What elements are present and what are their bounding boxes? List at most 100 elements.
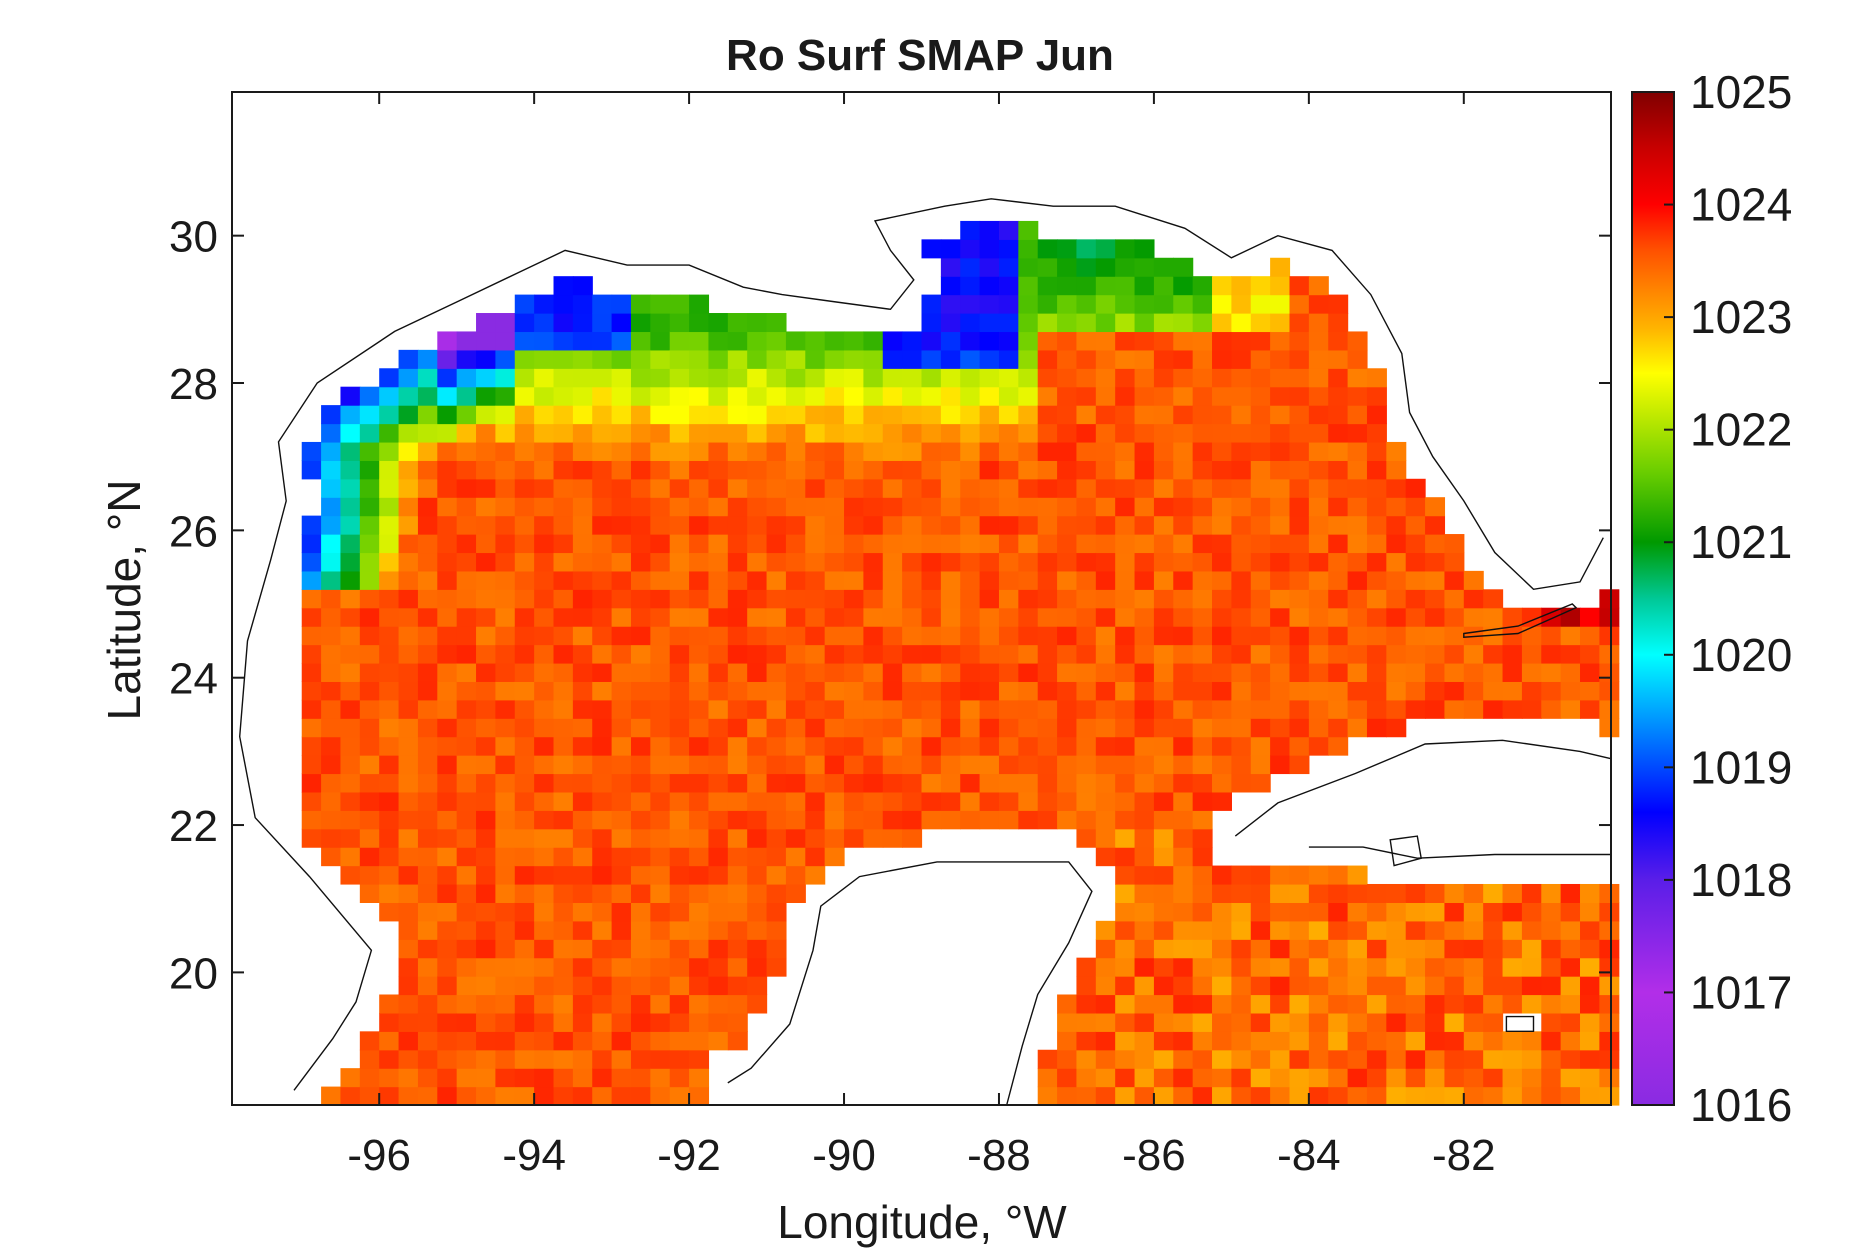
heatmap-cell bbox=[379, 441, 400, 461]
heatmap-cell bbox=[359, 570, 380, 590]
heatmap-cell bbox=[1153, 515, 1174, 535]
heatmap-cell bbox=[437, 515, 458, 535]
heatmap-cell bbox=[553, 810, 574, 830]
heatmap-cell bbox=[1250, 699, 1271, 719]
heatmap-cell bbox=[1037, 644, 1058, 664]
heatmap-cell bbox=[456, 662, 477, 682]
heatmap-cell bbox=[456, 939, 477, 959]
heatmap-cell bbox=[1231, 681, 1252, 701]
heatmap-cell bbox=[1231, 1012, 1252, 1032]
heatmap-cell bbox=[882, 423, 903, 443]
heatmap-cell bbox=[553, 1031, 574, 1051]
heatmap-cell bbox=[514, 589, 535, 609]
heatmap-cell bbox=[902, 331, 923, 351]
heatmap-cell bbox=[998, 441, 1019, 461]
heatmap-cell bbox=[321, 460, 342, 480]
heatmap-cell bbox=[1308, 331, 1329, 351]
heatmap-cell bbox=[1599, 1031, 1620, 1051]
heatmap-cell bbox=[727, 1012, 748, 1032]
heatmap-cell bbox=[611, 1012, 632, 1032]
heatmap-cell bbox=[1483, 681, 1504, 701]
heatmap-cell bbox=[611, 773, 632, 793]
heatmap-cell bbox=[766, 755, 787, 775]
heatmap-cell bbox=[940, 681, 961, 701]
heatmap-cell bbox=[1463, 939, 1484, 959]
heatmap-cell bbox=[902, 699, 923, 719]
heatmap-cell bbox=[863, 423, 884, 443]
heatmap-cell bbox=[1425, 552, 1446, 572]
heatmap-cell bbox=[398, 699, 419, 719]
heatmap-cell bbox=[1250, 1031, 1271, 1051]
heatmap-cell bbox=[1153, 570, 1174, 590]
heatmap-cell bbox=[553, 902, 574, 922]
heatmap-cell bbox=[534, 294, 555, 314]
heatmap-cell bbox=[456, 810, 477, 830]
heatmap-cell bbox=[340, 681, 361, 701]
heatmap-cell bbox=[398, 644, 419, 664]
heatmap-cell bbox=[708, 313, 729, 333]
heatmap-cell bbox=[921, 662, 942, 682]
heatmap-cell bbox=[1580, 1086, 1600, 1106]
heatmap-cell bbox=[940, 755, 961, 775]
heatmap-cell bbox=[998, 718, 1019, 738]
heatmap-cell bbox=[572, 386, 593, 406]
heatmap-cell bbox=[1115, 976, 1136, 996]
heatmap-cell bbox=[1386, 662, 1407, 682]
heatmap-cell bbox=[1037, 791, 1058, 811]
heatmap-cell bbox=[1541, 1031, 1562, 1051]
heatmap-cell bbox=[727, 883, 748, 903]
heatmap-cell bbox=[882, 736, 903, 756]
heatmap-cell bbox=[689, 1086, 710, 1106]
heatmap-cell bbox=[669, 441, 690, 461]
heatmap-cell bbox=[359, 773, 380, 793]
heatmap-cell bbox=[844, 331, 864, 351]
heatmap-cell bbox=[766, 423, 787, 443]
heatmap-cell bbox=[669, 626, 690, 646]
heatmap-cell bbox=[476, 386, 497, 406]
heatmap-cell bbox=[689, 681, 710, 701]
heatmap-cell bbox=[844, 662, 864, 682]
heatmap-cell bbox=[1192, 570, 1213, 590]
heatmap-cell bbox=[1463, 589, 1484, 609]
heatmap-cell bbox=[940, 626, 961, 646]
heatmap-cell bbox=[1386, 976, 1407, 996]
heatmap-cell bbox=[417, 1086, 438, 1106]
heatmap-cell bbox=[844, 552, 864, 572]
heatmap-cell bbox=[592, 607, 613, 627]
heatmap-cell bbox=[844, 478, 864, 498]
heatmap-cell bbox=[456, 368, 477, 388]
heatmap-cell bbox=[1270, 534, 1291, 554]
heatmap-cell bbox=[514, 1031, 535, 1051]
heatmap-cell bbox=[1463, 1012, 1484, 1032]
heatmap-cell bbox=[940, 570, 961, 590]
heatmap-cell bbox=[1076, 736, 1097, 756]
heatmap-cell bbox=[882, 718, 903, 738]
heatmap-cell bbox=[1076, 405, 1097, 425]
heatmap-cell bbox=[476, 810, 497, 830]
heatmap-cell bbox=[863, 589, 884, 609]
heatmap-cell bbox=[611, 1031, 632, 1051]
heatmap-cell bbox=[1463, 957, 1484, 977]
heatmap-cell bbox=[1095, 589, 1116, 609]
heatmap-cell bbox=[1328, 1068, 1349, 1088]
heatmap-cell bbox=[805, 791, 826, 811]
heatmap-cell bbox=[1231, 423, 1252, 443]
heatmap-cell bbox=[630, 313, 651, 333]
heatmap-cell bbox=[979, 570, 1000, 590]
heatmap-cell bbox=[805, 534, 826, 554]
heatmap-cell bbox=[708, 644, 729, 664]
heatmap-cell bbox=[960, 552, 981, 572]
heatmap-cell bbox=[1134, 1012, 1155, 1032]
heatmap-cell bbox=[1250, 626, 1271, 646]
heatmap-cell bbox=[1115, 773, 1136, 793]
heatmap-cell bbox=[1018, 331, 1039, 351]
heatmap-cell bbox=[1289, 589, 1310, 609]
heatmap-cell bbox=[437, 478, 458, 498]
heatmap-cell bbox=[456, 1086, 477, 1106]
heatmap-cell bbox=[1308, 626, 1329, 646]
heatmap-cell bbox=[340, 460, 361, 480]
heatmap-cell bbox=[1270, 920, 1291, 940]
heatmap-cell bbox=[1037, 423, 1058, 443]
